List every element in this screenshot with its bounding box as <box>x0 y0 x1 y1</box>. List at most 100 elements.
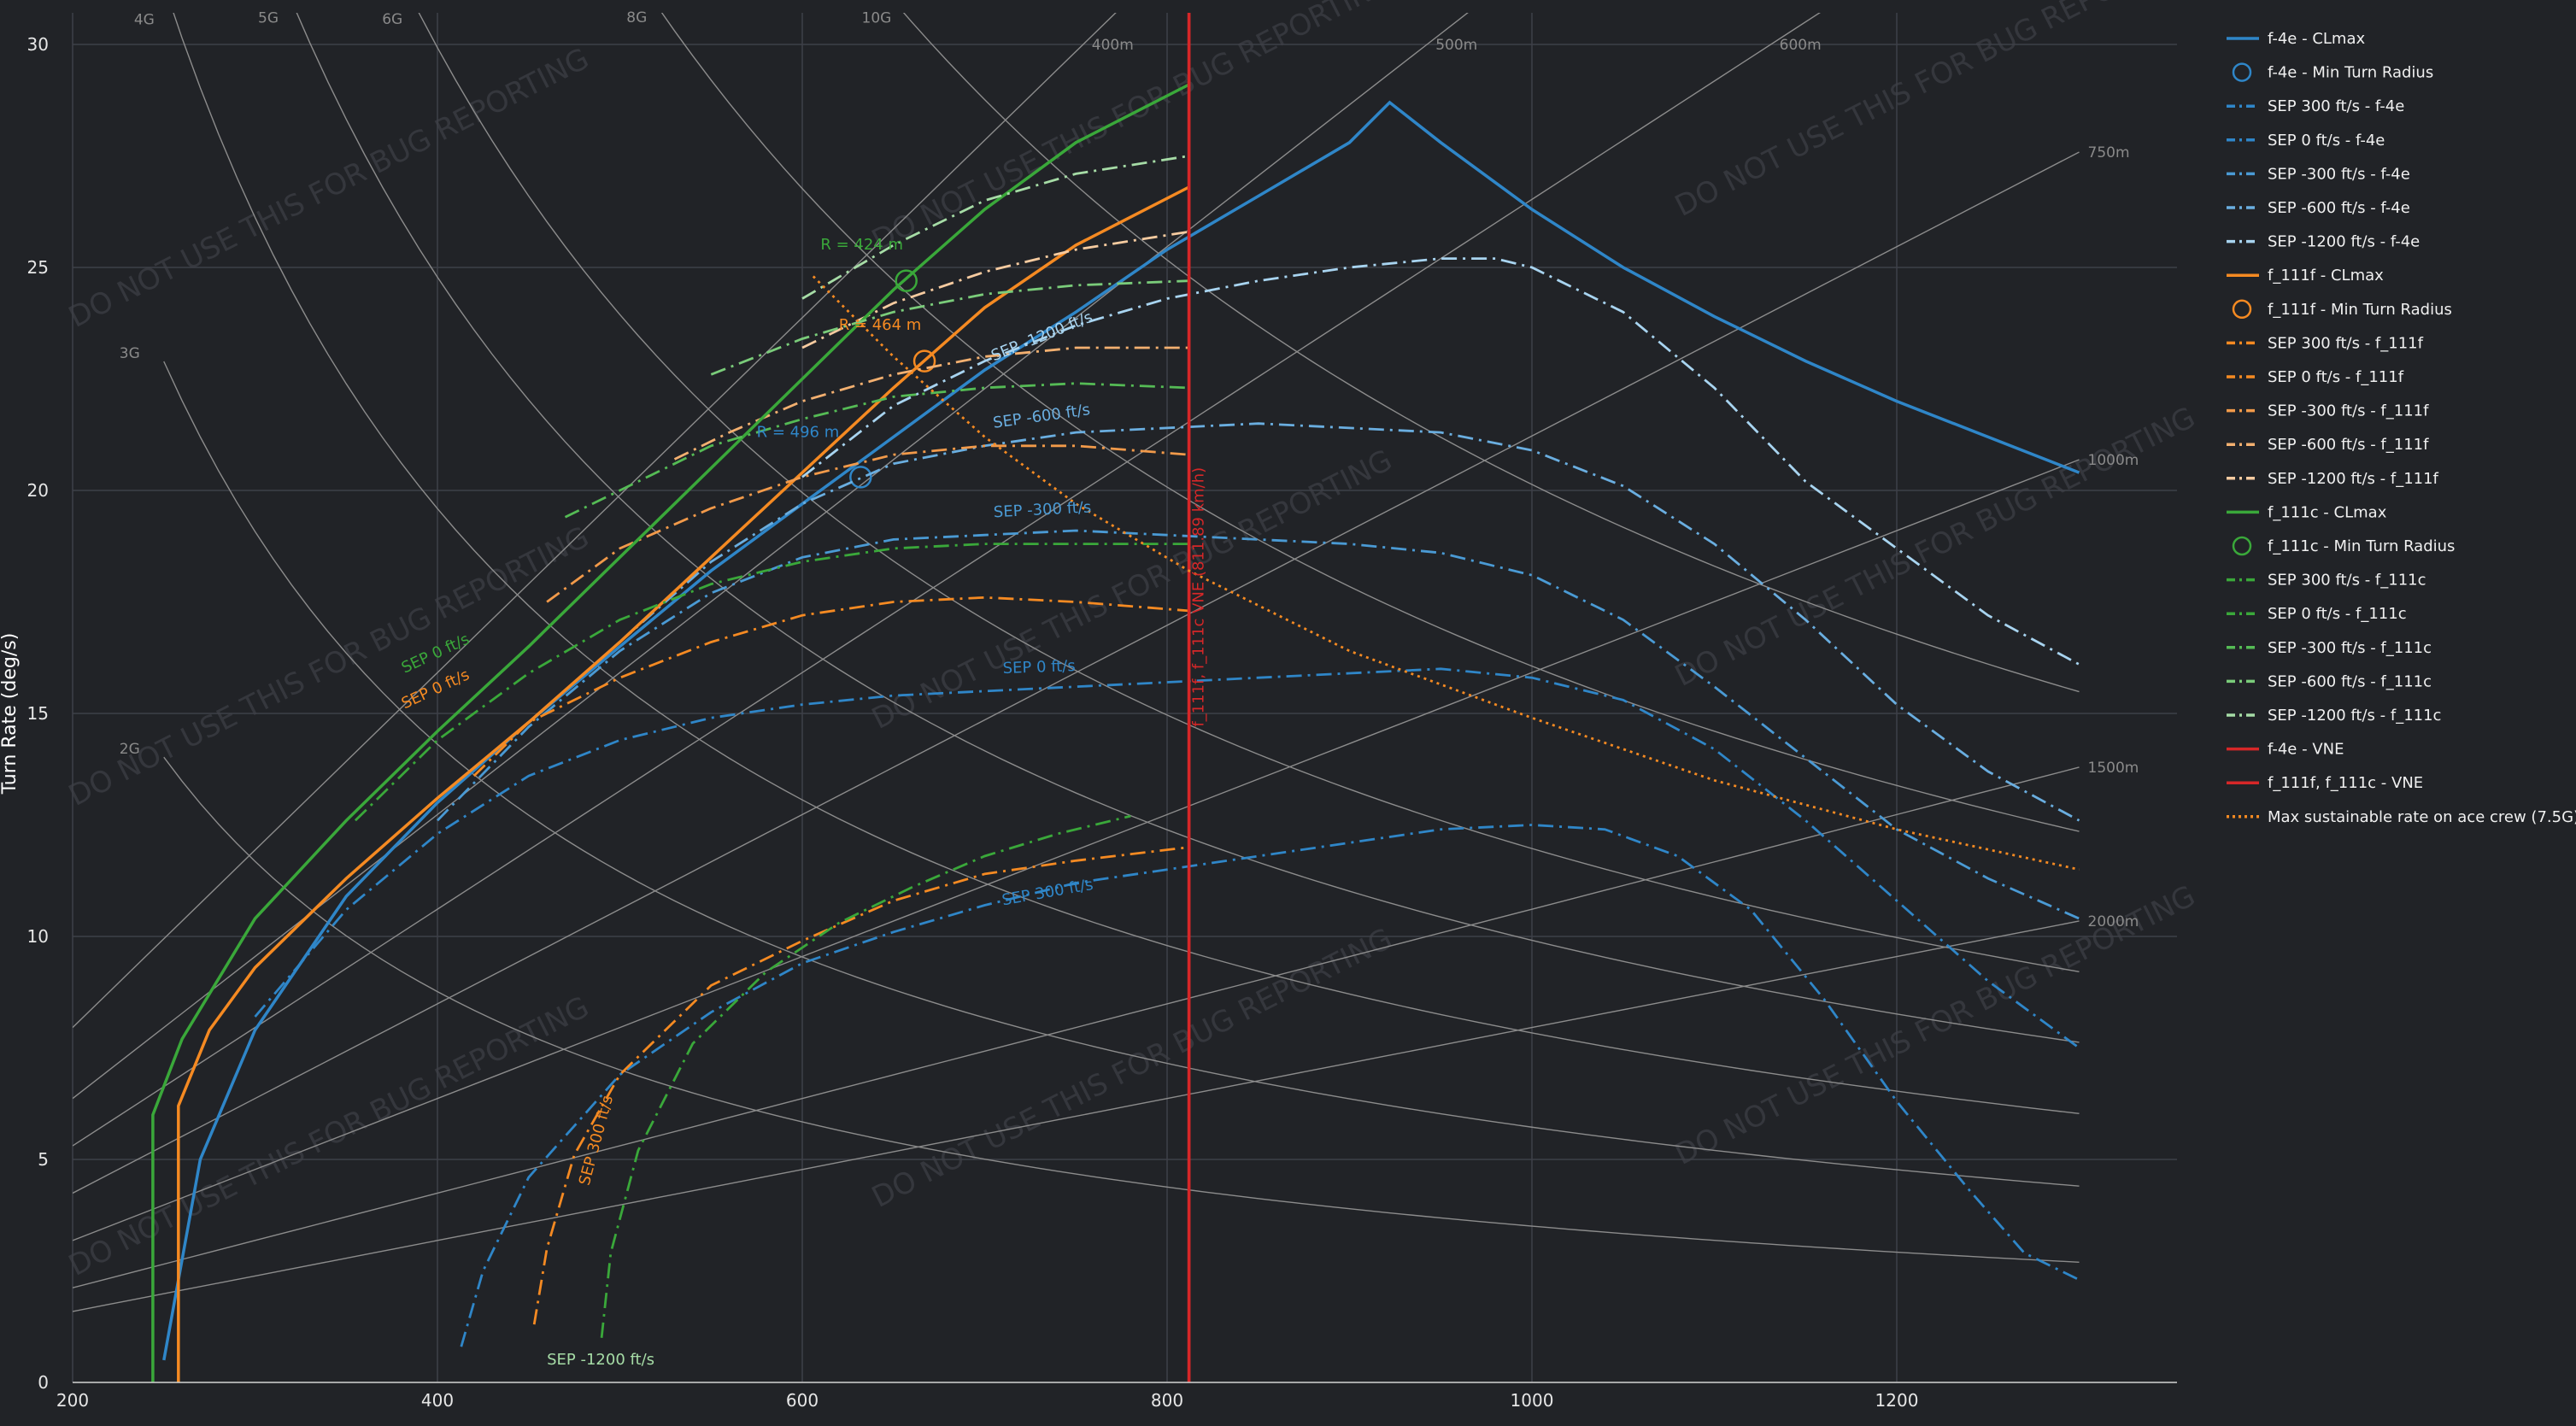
load-factor-label: 4G <box>134 11 155 28</box>
legend-label: SEP 300 ft/s - f_111c <box>2268 572 2426 590</box>
y-tick-label: 0 <box>38 1372 49 1393</box>
legend-label: SEP -300 ft/s - f_111f <box>2268 402 2429 420</box>
curve-annotation: R = 424 m <box>820 236 903 254</box>
legend-label: SEP -600 ft/s - f-4e <box>2268 199 2410 217</box>
series-line <box>546 444 1189 603</box>
series-line <box>600 814 1131 1338</box>
legend-label: SEP -1200 ft/s - f_111c <box>2268 707 2441 725</box>
series-layer <box>151 13 2080 1382</box>
watermark-text: DO NOT USE THIS FOR BUG REPORTING <box>1669 401 2201 694</box>
series-line <box>460 824 2080 1347</box>
legend-label: f_111f - Min Turn Radius <box>2268 301 2452 319</box>
series-line <box>801 257 2080 666</box>
y-tick-label: 20 <box>27 480 49 501</box>
x-tick-label: 400 <box>421 1390 454 1411</box>
radius-label: 400m <box>1092 37 1134 54</box>
legend-label: f-4e - CLmax <box>2268 30 2365 48</box>
radius-label: 500m <box>1435 37 1477 54</box>
watermark-text: DO NOT USE THIS FOR BUG REPORTING <box>63 42 595 335</box>
series-line <box>162 100 2080 1361</box>
y-axis-title: Turn Rate (deg/s) <box>0 633 21 795</box>
legend-label: SEP -1200 ft/s - f_111f <box>2268 470 2439 488</box>
legend-marker <box>2232 536 2252 556</box>
series-line <box>801 155 1189 300</box>
radius-label: 750m <box>2088 144 2130 161</box>
min-turn-radius-marker <box>912 349 936 373</box>
iso-line-labels: 2G 3G 4G 5G 6G 8G 10G 400m 500m 600m 750m 1000m 1500… <box>120 9 2139 930</box>
load-factor-label: 2G <box>120 741 140 758</box>
load-factor-line <box>660 13 2080 832</box>
radius-line <box>73 13 1117 1029</box>
series-line <box>532 846 1189 1325</box>
load-factor-line <box>418 13 2080 973</box>
radius-line <box>73 13 1469 1100</box>
series-line <box>472 596 1189 778</box>
radius-label: 600m <box>1780 37 1822 54</box>
watermark-text: DO NOT USE THIS FOR BUG REPORTING <box>866 443 1398 736</box>
legend-label: f_111c - CLmax <box>2268 503 2387 521</box>
min-turn-radius-marker <box>849 466 872 489</box>
radius-line <box>73 151 2080 1194</box>
series-line <box>354 543 1189 822</box>
legend-label: f_111f - CLmax <box>2268 267 2384 285</box>
y-tick-label: 15 <box>27 703 49 724</box>
watermark-text: DO NOT USE THIS FOR BUG REPORTING <box>63 520 595 813</box>
load-factor-line <box>163 756 2080 1263</box>
legend-marker <box>2232 299 2252 320</box>
legend-label: SEP -300 ft/s - f-4e <box>2268 165 2410 183</box>
curve-annotation: SEP 300 ft/s <box>1000 876 1094 909</box>
radius-label: 1500m <box>2088 760 2139 777</box>
curve-annotation: R = 496 m <box>757 423 840 441</box>
legend-label: SEP -600 ft/s - f_111c <box>2268 672 2432 690</box>
iso-lines <box>73 13 2080 1312</box>
watermark-text: DO NOT USE THIS FOR BUG REPORTING <box>63 990 595 1283</box>
axes: 200 400 600 800 1000 1200 0 5 10 15 20 25 30 Turn Rat… <box>0 34 2177 1411</box>
load-factor-line <box>173 13 2080 1115</box>
legend-label: SEP -1200 ft/s - f-4e <box>2268 233 2420 251</box>
series-line <box>710 279 1189 376</box>
load-factor-label: 8G <box>626 9 647 26</box>
series-line <box>812 275 2080 871</box>
curve-annotation: R = 464 m <box>839 316 922 334</box>
radius-line <box>73 13 1821 1147</box>
legend-label: SEP 0 ft/s - f_111c <box>2268 605 2407 623</box>
radius-label: 1000m <box>2088 452 2139 469</box>
x-tick-label: 200 <box>56 1390 89 1411</box>
x-tick-label: 600 <box>786 1390 819 1411</box>
legend-label: f-4e - VNE <box>2268 741 2344 759</box>
load-factor-label: 5G <box>258 10 279 27</box>
legend-label: SEP 300 ft/s - f-4e <box>2268 97 2404 115</box>
load-factor-line <box>163 361 2080 1187</box>
x-tick-label: 1200 <box>1875 1390 1919 1411</box>
radius-line <box>73 459 2080 1241</box>
x-tick-label: 1000 <box>1511 1390 1554 1411</box>
legend-label: SEP 300 ft/s - f_111f <box>2268 334 2424 352</box>
y-tick-label: 5 <box>38 1149 49 1170</box>
legend: f-4e - CLmax f-4e - Min Turn Radius SEP 30… <box>2227 30 2576 826</box>
load-factor-label: 6G <box>382 11 402 28</box>
radius-label: 2000m <box>2088 913 2139 930</box>
curve-annotation: SEP -1200 ft/s <box>989 308 1095 366</box>
annotation-layer: R = 424 m R = 464 m R = 496 m SEP -1200 ft/… <box>399 236 1208 1369</box>
legend-label: SEP -600 ft/s - f_111f <box>2268 436 2429 454</box>
load-factor-label: 3G <box>120 345 140 362</box>
legend-label: SEP -300 ft/s - f_111c <box>2268 639 2432 657</box>
watermark-layer: DO NOT USE THIS FOR BUG REPORTING DO NOT … <box>63 0 2201 1283</box>
curve-annotation: SEP 0 ft/s <box>1002 657 1076 678</box>
legend-marker <box>2232 62 2252 82</box>
min-turn-radius-marker <box>895 269 918 292</box>
watermark-text: DO NOT USE THIS FOR BUG REPORTING <box>1669 0 2201 224</box>
watermark-text: DO NOT USE THIS FOR BUG REPORTING <box>866 922 1398 1215</box>
legend-label: Max sustainable rate on ace crew (7.5G) <box>2268 808 2576 826</box>
series-line <box>177 185 1190 1382</box>
legend-label: SEP 0 ft/s - f_111f <box>2268 368 2404 386</box>
legend-label: f-4e - Min Turn Radius <box>2268 64 2433 82</box>
series-line <box>151 83 1190 1382</box>
curve-annotation: SEP -1200 ft/s <box>547 1351 654 1369</box>
y-tick-label: 10 <box>27 926 49 947</box>
load-factor-line <box>296 13 2080 1043</box>
y-tick-label: 25 <box>27 257 49 278</box>
load-factor-label: 10G <box>862 9 892 26</box>
legend-label: f_111c - Min Turn Radius <box>2268 537 2455 555</box>
